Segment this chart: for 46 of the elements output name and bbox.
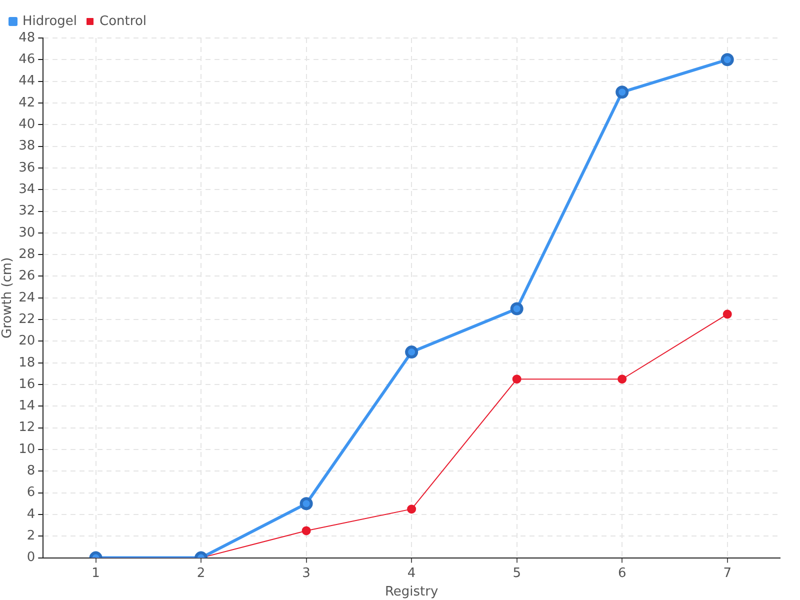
y-tick-label: 26	[18, 268, 36, 284]
y-tick-label: 6	[26, 485, 36, 500]
point	[405, 346, 418, 359]
legend-label: Control	[100, 14, 147, 29]
y-tick-label: 2	[26, 528, 36, 544]
y-tick-label: 30	[18, 225, 36, 240]
y-tick-label: 22	[18, 312, 36, 327]
y-tick-label: 36	[18, 160, 36, 176]
y-tick-label: 34	[18, 182, 36, 197]
point	[616, 86, 629, 99]
point	[510, 302, 524, 316]
y-tick-label: 48	[18, 30, 36, 46]
point	[407, 504, 416, 514]
y-tick-label: 38	[18, 138, 36, 154]
y-tick-label: 44	[18, 74, 36, 89]
y-tick-label: 12	[18, 420, 36, 436]
x-tick-label: 7	[723, 566, 732, 581]
y-tick-label: 8	[26, 464, 36, 479]
y-tick-label: 46	[18, 52, 36, 68]
y-tick-label: 20	[18, 334, 36, 349]
x-axis-title: Registry	[384, 584, 438, 600]
y-tick-label: 18	[18, 355, 36, 370]
y-tick-label: 32	[18, 204, 36, 219]
x-tick-label: 5	[512, 566, 521, 581]
point	[618, 374, 627, 384]
y-tick-label: 14	[18, 398, 36, 414]
y-tick-label: 16	[18, 376, 36, 392]
y-tick-label: 10	[18, 442, 36, 457]
x-tick-label: 1	[92, 566, 100, 581]
x-tick-label: 6	[618, 566, 626, 581]
y-tick-label: 24	[18, 290, 36, 306]
x-tick-label: 3	[302, 566, 310, 581]
y-tick-label: 42	[18, 95, 36, 110]
point	[302, 526, 311, 536]
point	[512, 374, 522, 384]
y-tick-label: 0	[26, 550, 36, 566]
point	[300, 497, 313, 510]
point	[720, 53, 734, 66]
x-tick-label: 4	[407, 566, 416, 581]
y-tick-label: 28	[18, 246, 36, 262]
y-tick-label: 4	[26, 506, 36, 522]
y-axis-title: Growth (cm)	[0, 257, 16, 338]
legend-label: Hidrogel	[22, 14, 78, 29]
x-tick-label: 2	[196, 566, 206, 581]
y-tick-label: 40	[18, 117, 36, 132]
point	[722, 310, 732, 319]
